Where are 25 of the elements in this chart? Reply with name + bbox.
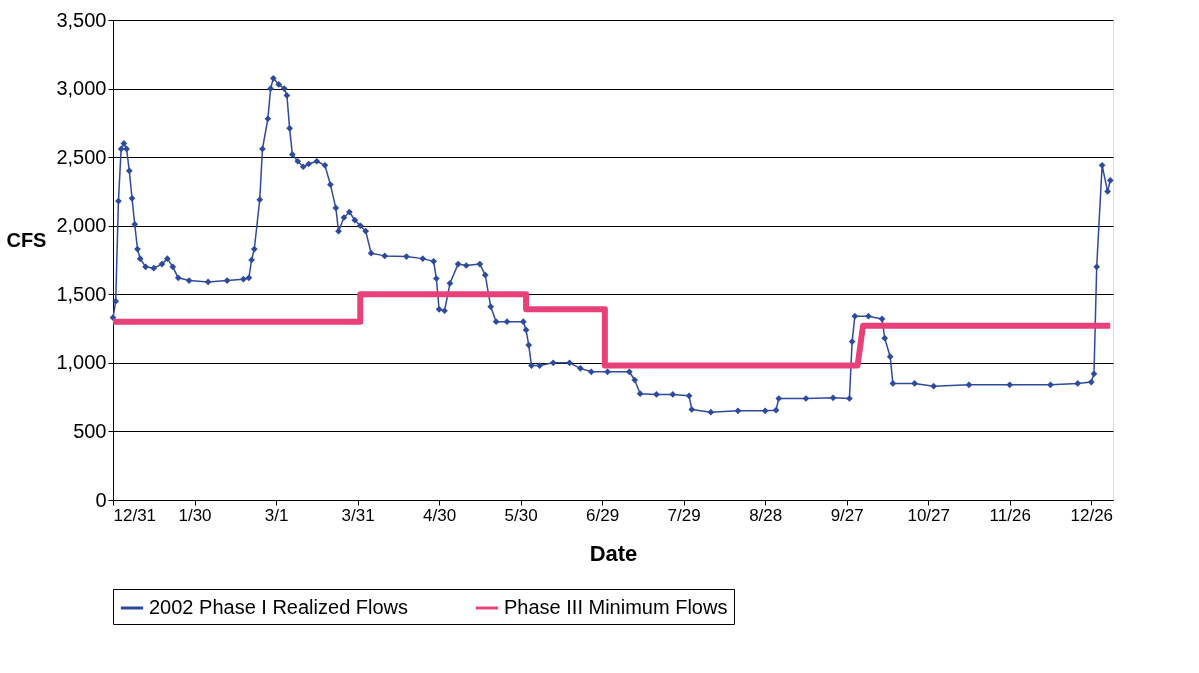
y-tick-label: 1,500 [56,282,107,305]
x-tick-label: 4/30 [423,505,457,525]
x-tick-label: 11/26 [989,505,1031,525]
x-tick-label: 3/1 [264,505,289,525]
x-tick-label: 10/27 [907,505,950,525]
y-tick-label: 1,000 [56,351,107,374]
x-tick-label: 5/30 [504,505,538,525]
y-tick-label: 3,500 [56,8,107,31]
y-tick-label: 2,000 [56,214,107,237]
y-tick-label: 0 [95,488,107,511]
x-tick-label: 7/29 [667,505,701,525]
x-tick-label: 6/29 [586,505,620,525]
y-tick-label: 2,500 [56,145,107,168]
y-tick-label: 500 [73,419,107,442]
x-axis-title: Date [589,540,638,566]
legend-label: Phase III Minimum Flows [504,596,728,618]
x-tick-label: 12/31 [113,505,157,525]
x-tick-label: 8/28 [749,505,783,525]
x-tick-label: 3/31 [341,505,375,525]
y-axis-title: CFS [6,228,47,251]
x-tick-label: 9/27 [830,505,864,525]
x-tick-label: 12/26 [1070,505,1114,525]
x-tick-label: 1/30 [178,505,212,525]
y-tick-label: 3,000 [56,77,107,100]
legend-label: 2002 Phase I Realized Flows [149,596,409,618]
